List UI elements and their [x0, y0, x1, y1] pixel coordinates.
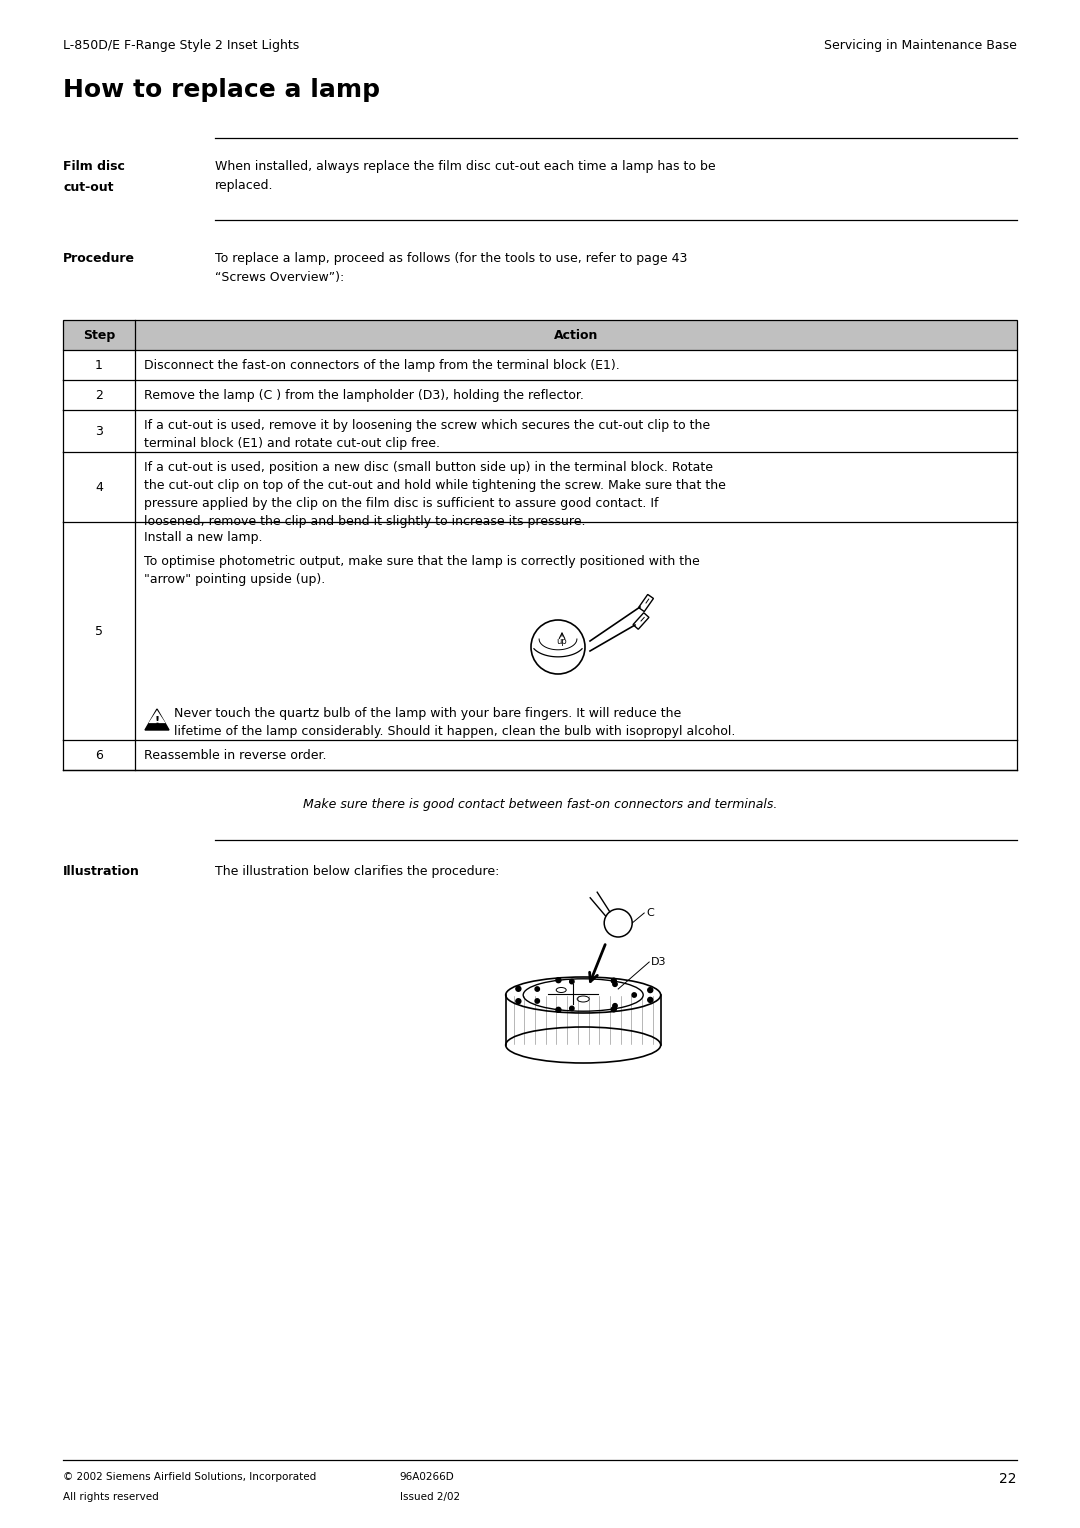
Circle shape	[516, 986, 521, 992]
Text: 6: 6	[95, 749, 103, 761]
Text: How to replace a lamp: How to replace a lamp	[63, 78, 380, 102]
Text: 5: 5	[95, 625, 103, 637]
Text: Illustration: Illustration	[63, 865, 140, 879]
Text: Disconnect the fast-on connectors of the lamp from the terminal block (E1).: Disconnect the fast-on connectors of the…	[144, 359, 620, 371]
Polygon shape	[148, 711, 165, 723]
Text: Make sure there is good contact between fast-on connectors and terminals.: Make sure there is good contact between …	[302, 798, 778, 811]
Text: Servicing in Maintenance Base: Servicing in Maintenance Base	[824, 38, 1017, 52]
Text: Remove the lamp (C ) from the lampholder (D3), holding the reflector.: Remove the lamp (C ) from the lampholder…	[144, 390, 584, 402]
Circle shape	[535, 987, 539, 992]
Circle shape	[569, 1007, 575, 1010]
Circle shape	[556, 1007, 561, 1013]
Circle shape	[556, 978, 561, 983]
Text: 22: 22	[999, 1471, 1017, 1487]
Text: When installed, always replace the film disc cut-out each time a lamp has to be
: When installed, always replace the film …	[215, 160, 716, 193]
Text: All rights reserved: All rights reserved	[63, 1491, 159, 1502]
Text: Never touch the quartz bulb of the lamp with your bare fingers. It will reduce t: Never touch the quartz bulb of the lamp …	[174, 707, 735, 738]
Polygon shape	[145, 709, 168, 730]
Text: 96A0266D: 96A0266D	[400, 1471, 455, 1482]
Text: Action: Action	[554, 329, 598, 341]
Circle shape	[612, 983, 617, 987]
Text: 2: 2	[95, 388, 103, 402]
Text: If a cut-out is used, remove it by loosening the screw which secures the cut-out: If a cut-out is used, remove it by loose…	[144, 419, 711, 451]
Text: The illustration below clarifies the procedure:: The illustration below clarifies the pro…	[215, 865, 499, 879]
Text: L-850D/E F-Range Style 2 Inset Lights: L-850D/E F-Range Style 2 Inset Lights	[63, 38, 299, 52]
Text: 3: 3	[95, 425, 103, 437]
Text: If a cut-out is used, position a new disc (small button side up) in the terminal: If a cut-out is used, position a new dis…	[144, 461, 726, 529]
Text: 4: 4	[95, 480, 103, 494]
Circle shape	[632, 993, 636, 998]
Text: up: up	[556, 637, 567, 645]
Text: cut-out: cut-out	[63, 180, 113, 194]
Circle shape	[611, 1007, 617, 1012]
Text: To replace a lamp, proceed as follows (for the tools to use, refer to page 43
“S: To replace a lamp, proceed as follows (f…	[215, 252, 687, 284]
Circle shape	[516, 999, 521, 1004]
Bar	[63, 319, 1017, 350]
Text: C: C	[646, 908, 654, 918]
Circle shape	[612, 1004, 617, 1008]
Text: Step: Step	[83, 329, 116, 341]
Text: D3: D3	[651, 957, 666, 967]
Circle shape	[648, 987, 652, 993]
Text: Reassemble in reverse order.: Reassemble in reverse order.	[144, 749, 326, 762]
Text: !: !	[154, 717, 160, 726]
Text: Film disc: Film disc	[63, 160, 125, 173]
Text: To optimise photometric output, make sure that the lamp is correctly positioned : To optimise photometric output, make sur…	[144, 555, 700, 587]
Circle shape	[535, 999, 539, 1004]
Text: 1: 1	[95, 359, 103, 371]
Circle shape	[569, 979, 575, 984]
Circle shape	[611, 978, 617, 983]
Text: Install a new lamp.: Install a new lamp.	[144, 532, 262, 544]
Text: Issued 2/02: Issued 2/02	[400, 1491, 460, 1502]
Text: Procedure: Procedure	[63, 252, 135, 264]
Text: © 2002 Siemens Airfield Solutions, Incorporated: © 2002 Siemens Airfield Solutions, Incor…	[63, 1471, 316, 1482]
Circle shape	[648, 998, 652, 1002]
